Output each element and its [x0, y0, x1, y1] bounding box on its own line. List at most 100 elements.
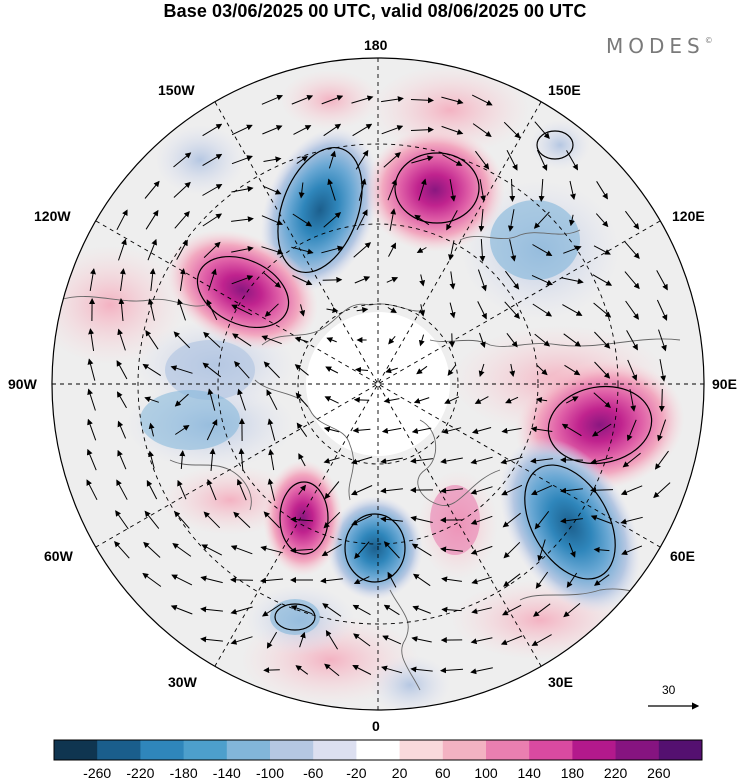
wind-vector: [353, 576, 370, 585]
lon-label-90e: 90E: [712, 376, 737, 392]
wind-vector: [566, 572, 578, 588]
wind-vector: [470, 486, 493, 495]
wind-vector: [563, 603, 581, 618]
wind-vector: [380, 516, 403, 523]
wind-vector: [142, 572, 162, 587]
wind-vector: [356, 209, 368, 231]
wind-vector: [173, 152, 192, 168]
wind-vector: [173, 331, 191, 349]
graticule: [52, 58, 704, 710]
wind-vector: [533, 211, 550, 229]
wind-vector: [201, 544, 223, 556]
wind-vector: [170, 605, 193, 615]
wind-vector: [381, 427, 402, 434]
wind-vector: [118, 238, 127, 261]
wind-vector: [352, 427, 371, 434]
wind-vector: [117, 449, 127, 470]
wind-vector: [387, 178, 397, 201]
wind-vector: [624, 271, 640, 290]
lon-label-180: 180: [364, 37, 388, 53]
wind-vector: [117, 391, 127, 409]
wind-vector: [179, 268, 186, 291]
wind-vector: [262, 125, 283, 135]
colorbar-segment: [529, 740, 573, 760]
wind-vector: [504, 301, 520, 319]
wind-vector: [351, 95, 374, 104]
positive-center-4: [263, 460, 343, 576]
wind-vector: [358, 178, 367, 201]
map-title: Base 03/06/2025 00 UTC, valid 08/06/2025…: [163, 1, 587, 21]
wind-vector: [383, 604, 400, 616]
wind-vector: [629, 389, 637, 412]
wind-vector: [325, 629, 339, 650]
wind-vector: [263, 185, 282, 195]
wind-vector: [174, 510, 190, 529]
wind-vector: [231, 124, 253, 136]
wind-vector: [380, 457, 403, 464]
wind-vector: [291, 94, 314, 105]
wind-vector: [354, 541, 370, 560]
wind-vector: [350, 485, 373, 496]
wind-vector: [657, 419, 667, 442]
wind-vector: [325, 366, 339, 374]
wind-vector: [563, 333, 582, 347]
wind-vector: [388, 242, 396, 257]
modes-logo: MODES©: [606, 34, 713, 58]
wind-vector: [590, 487, 614, 494]
wind-vector: [537, 539, 546, 562]
wind-vector: [593, 245, 611, 255]
colorbar-segment: [486, 740, 530, 760]
wind-vector: [561, 423, 582, 437]
colorbar-tick-label: -180: [169, 765, 198, 781]
wind-vector: [323, 511, 341, 529]
wind-vector: [232, 333, 252, 347]
colorbar-segment: [97, 740, 141, 760]
wind-vector: [478, 363, 485, 377]
wind-vector: [560, 487, 583, 494]
wind-vector: [414, 214, 430, 226]
wind-vector: [503, 541, 521, 559]
wind-vector: [260, 545, 283, 554]
wind-vector: [530, 485, 553, 496]
negative-center-1: [260, 127, 380, 293]
colorbar-tick-label: 20: [391, 765, 408, 781]
wind-vector: [200, 636, 223, 643]
wind-vector: [298, 182, 305, 199]
wind-vector: [324, 396, 339, 404]
wind-vector: [590, 515, 613, 525]
wind-vector: [413, 397, 430, 404]
wind-vector: [263, 361, 280, 379]
wind-vector: [294, 364, 309, 376]
wind-vector: [412, 605, 431, 614]
wind-vector: [538, 178, 545, 202]
wind-vector: [532, 244, 553, 257]
wind-vector: [658, 388, 665, 412]
colorbar-segment: [226, 740, 271, 760]
wind-vector: [324, 481, 340, 500]
lon-label-120e: 120E: [672, 208, 705, 224]
wind-vector: [144, 396, 159, 403]
colorbar-tick-label: 60: [435, 765, 451, 781]
wind-vector: [355, 149, 369, 170]
wind-vector: [626, 330, 638, 351]
wind-vector: [208, 268, 217, 291]
colorbar-tick-label: 220: [603, 765, 628, 781]
wind-vector: [321, 543, 342, 557]
colorbar-tick-label: -260: [83, 765, 112, 781]
wind-vector: [260, 577, 284, 584]
wind-vector: [266, 389, 278, 411]
wind-vector: [261, 335, 282, 345]
wind-vector: [568, 214, 575, 227]
wind-vector: [351, 514, 373, 526]
wind-vector: [532, 303, 553, 317]
wind-vector: [202, 153, 223, 167]
wind-vector: [299, 631, 306, 648]
wind-vector: [502, 604, 522, 616]
wind-vector: [202, 213, 223, 227]
negative-center-2: [499, 437, 641, 613]
wind-vector: [203, 331, 221, 348]
lon-label-60w: 60W: [44, 548, 73, 564]
colorbar-segment: [54, 740, 98, 760]
wind-vector: [147, 238, 157, 261]
wind-vector: [87, 388, 96, 411]
